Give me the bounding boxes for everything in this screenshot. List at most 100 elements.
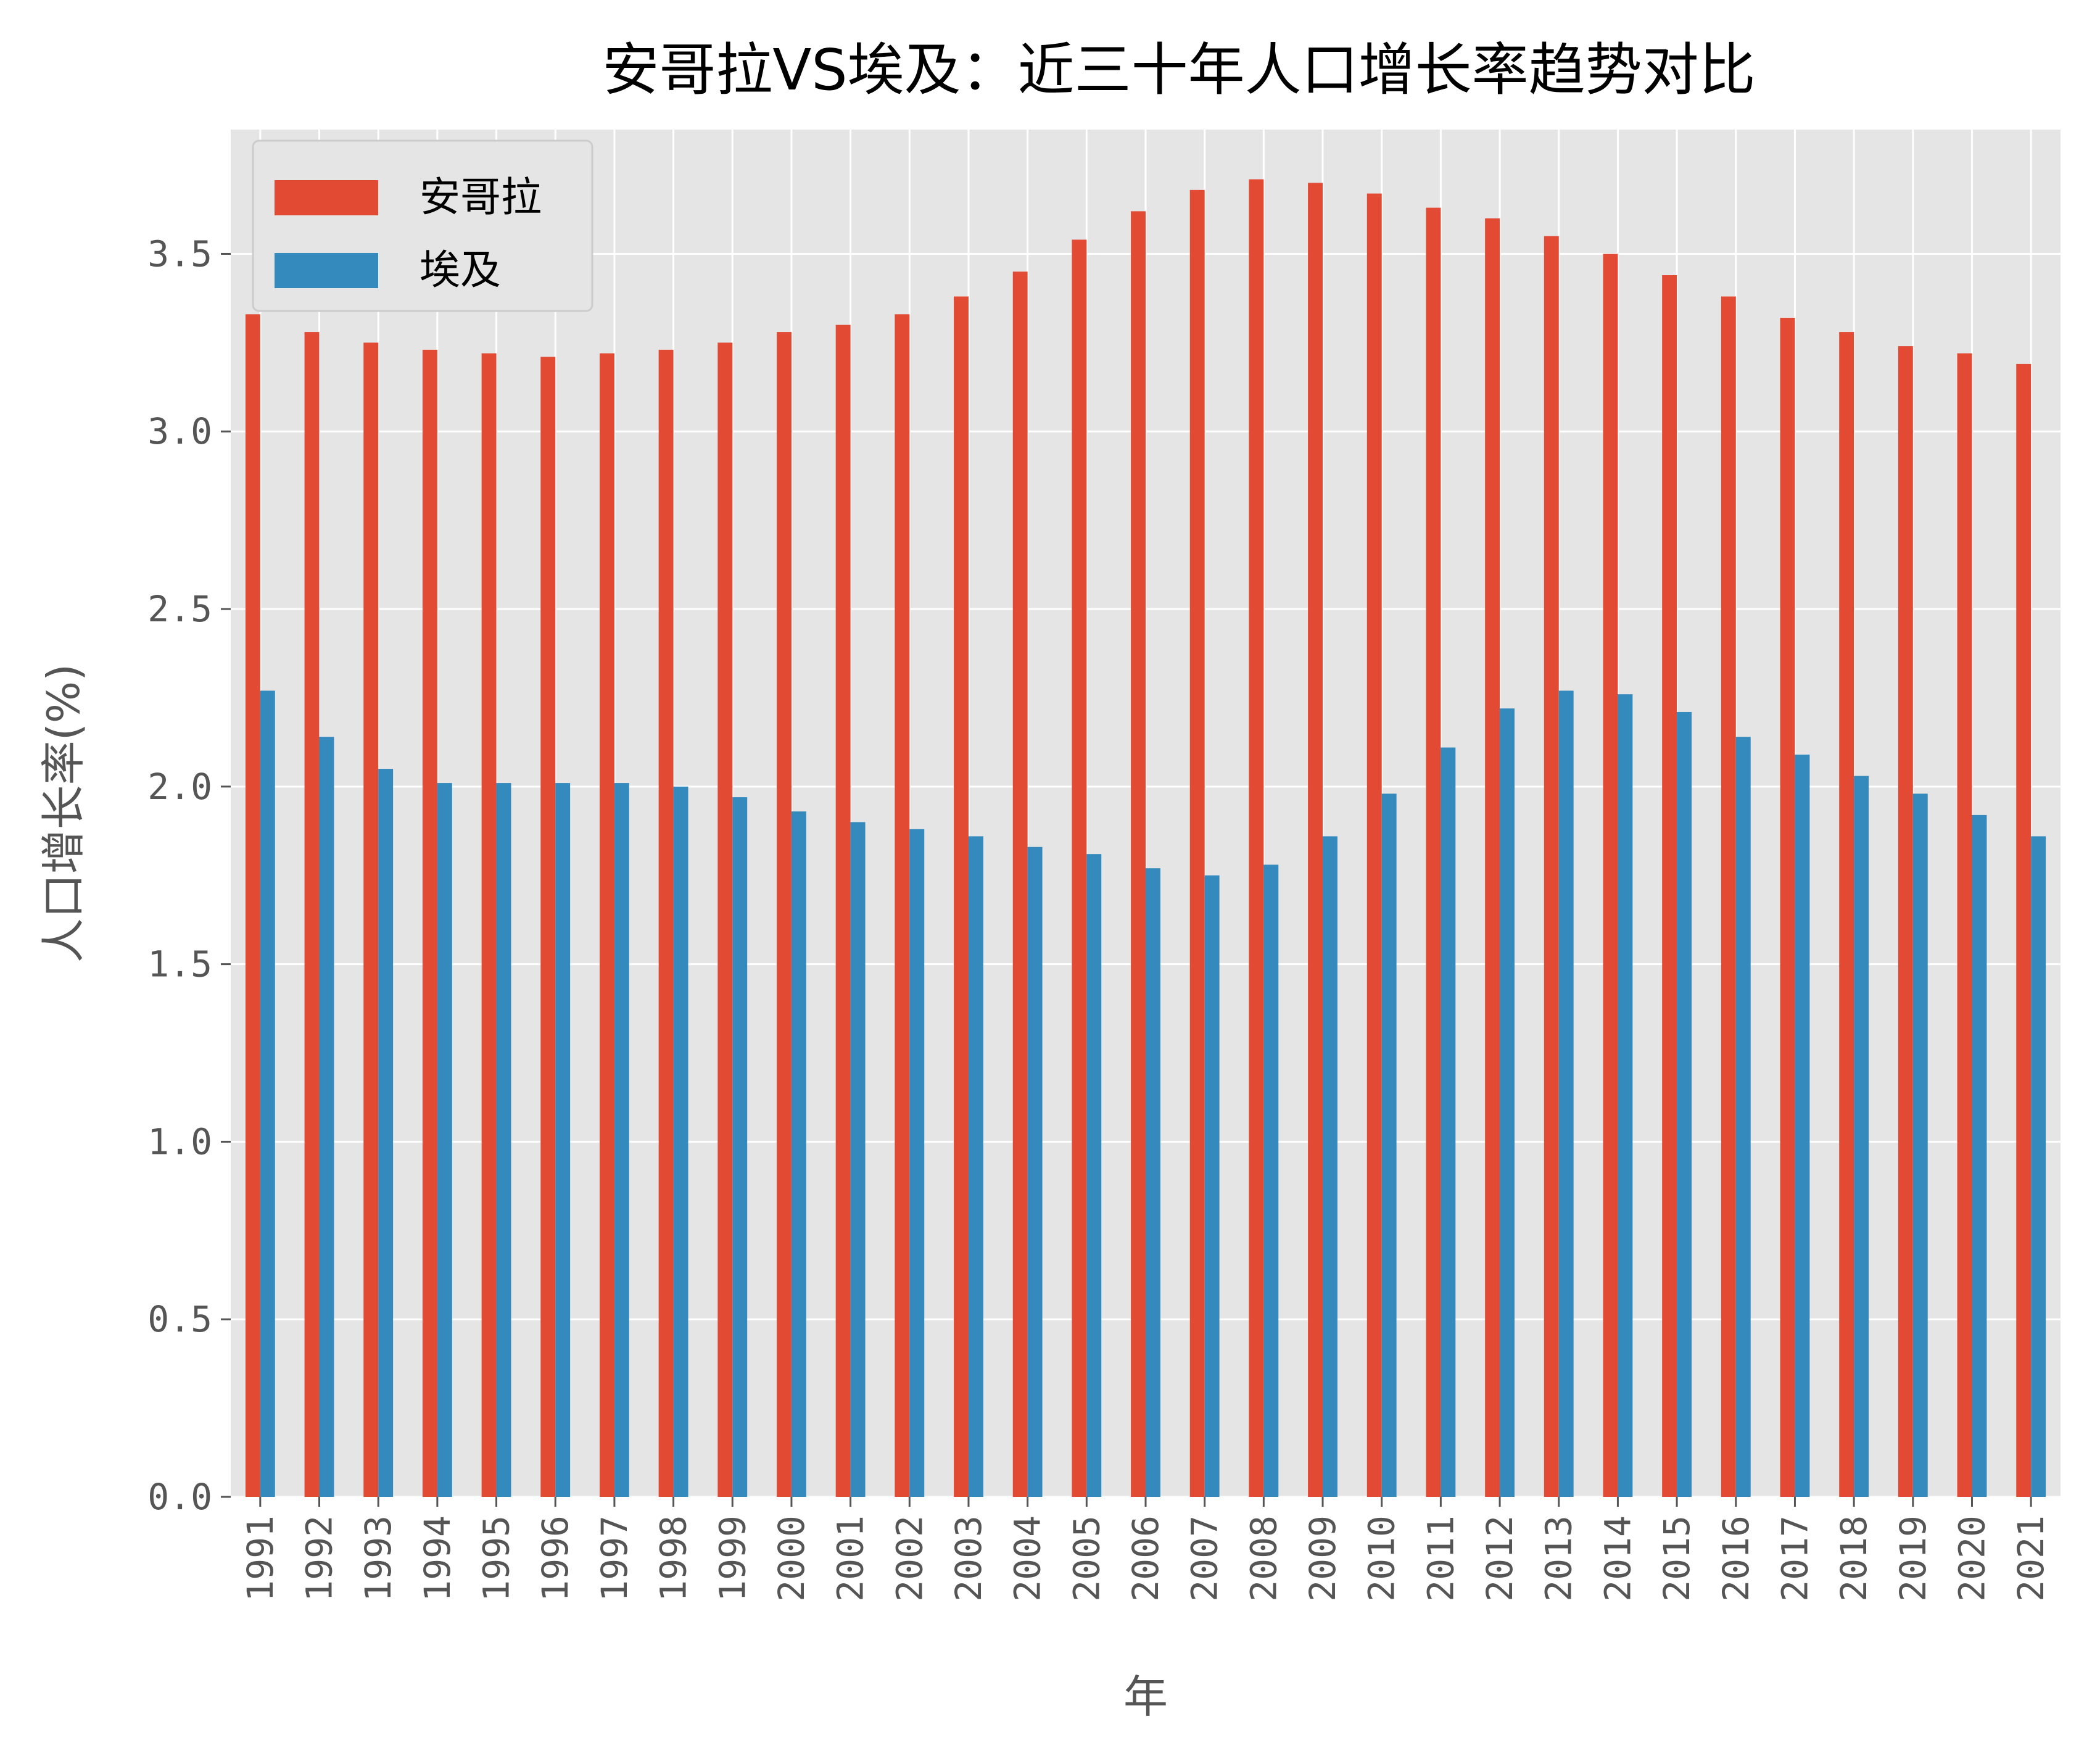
x-tick-label: 2003 (948, 1515, 990, 1602)
bar-angola-2000 (777, 332, 792, 1497)
bar-angola-2009 (1308, 183, 1323, 1497)
x-tick-label: 2013 (1538, 1515, 1580, 1602)
y-tick-label: 0.5 (147, 1298, 212, 1340)
x-tick-label: 1996 (534, 1515, 576, 1602)
bar-egypt-2013 (1558, 690, 1574, 1497)
x-tick-label: 2001 (830, 1515, 872, 1602)
bar-angola-2015 (1662, 275, 1677, 1497)
bar-egypt-2004 (1027, 847, 1043, 1497)
bar-egypt-2011 (1441, 747, 1456, 1497)
x-tick-label: 1995 (476, 1515, 518, 1602)
bar-egypt-2020 (1972, 814, 1987, 1497)
x-tick-label: 2012 (1479, 1515, 1521, 1602)
x-tick-label: 2010 (1361, 1515, 1403, 1602)
x-tick-label: 2015 (1656, 1515, 1698, 1602)
x-tick-label: 1998 (653, 1515, 695, 1602)
bar-angola-2017 (1780, 318, 1795, 1497)
bar-egypt-2008 (1263, 864, 1279, 1497)
x-tick-label: 2019 (1892, 1515, 1934, 1602)
x-axis-label: 年 (1123, 1671, 1168, 1723)
bar-angola-1991 (245, 314, 260, 1497)
x-tick-label: 2011 (1420, 1515, 1461, 1602)
x-tick-label: 2018 (1833, 1515, 1875, 1602)
y-tick-label: 0.0 (147, 1476, 212, 1518)
x-tick-label: 2009 (1302, 1515, 1344, 1602)
x-tick-label: 2005 (1065, 1515, 1107, 1602)
y-axis-label: 人口增长率(%) (38, 664, 89, 963)
bar-egypt-2017 (1795, 755, 1810, 1497)
bar-egypt-2003 (968, 836, 983, 1497)
y-tick-label: 3.0 (147, 410, 212, 452)
bar-angola-2020 (1957, 353, 1972, 1497)
x-tick-label: 2002 (888, 1515, 930, 1602)
x-tick-label: 2014 (1597, 1515, 1639, 1602)
legend-swatch-egypt (275, 253, 378, 288)
bar-angola-1992 (304, 332, 320, 1497)
bar-egypt-2010 (1381, 793, 1397, 1497)
x-tick-label: 1999 (711, 1515, 753, 1602)
bar-angola-2010 (1366, 193, 1382, 1497)
bar-egypt-2000 (791, 811, 806, 1497)
y-tick-label: 2.5 (147, 588, 212, 630)
bars-layer (245, 179, 2046, 1497)
bar-angola-2021 (2016, 363, 2032, 1497)
bar-egypt-2016 (1735, 737, 1751, 1497)
bar-angola-1999 (717, 342, 733, 1497)
bar-angola-1994 (422, 349, 437, 1497)
bar-egypt-1999 (732, 797, 748, 1497)
x-tick-label: 1993 (357, 1515, 399, 1602)
bar-egypt-2005 (1086, 854, 1102, 1497)
x-tick-label: 2007 (1184, 1515, 1226, 1602)
bar-angola-2007 (1189, 189, 1205, 1497)
bar-egypt-2009 (1323, 836, 1337, 1497)
x-tick-label: 2021 (2010, 1515, 2052, 1602)
bar-egypt-1998 (673, 786, 688, 1497)
bar-egypt-2006 (1146, 868, 1160, 1497)
x-ticks: 1991 1992 1993 1994 1995 1996 1997 1998 1999 2000… (239, 1497, 2052, 1602)
bar-angola-2008 (1249, 179, 1264, 1497)
bar-egypt-1996 (555, 783, 571, 1497)
y-ticks: 0.0 0.5 1.0 1.5 2.0 2.5 3.0 3.5 (147, 233, 231, 1518)
legend-swatch-angola (275, 180, 378, 215)
bar-egypt-1993 (378, 769, 394, 1497)
x-tick-label: 2000 (771, 1515, 812, 1602)
bar-angola-2004 (1012, 271, 1028, 1497)
y-tick-label: 3.5 (147, 233, 212, 275)
bar-angola-2006 (1131, 211, 1146, 1497)
y-tick-label: 2.0 (147, 766, 212, 808)
bar-egypt-2018 (1854, 776, 1869, 1497)
chart-title: 安哥拉VS埃及：近三十年人口增长率趋势对比 (602, 37, 1755, 103)
bar-egypt-1997 (614, 783, 629, 1497)
bar-egypt-1991 (260, 690, 275, 1497)
x-tick-label: 2006 (1125, 1515, 1167, 1602)
bar-egypt-2007 (1204, 875, 1220, 1497)
bar-angola-2012 (1485, 218, 1500, 1497)
bar-angola-1997 (599, 353, 614, 1497)
bar-angola-2016 (1721, 296, 1736, 1497)
bar-angola-1995 (481, 353, 497, 1497)
bar-egypt-2021 (2031, 836, 2046, 1497)
y-tick-label: 1.5 (147, 943, 212, 985)
x-tick-label: 1992 (299, 1515, 341, 1602)
x-tick-label: 1997 (593, 1515, 635, 1602)
bar-egypt-2012 (1500, 708, 1515, 1497)
bar-egypt-2015 (1677, 711, 1692, 1497)
x-tick-label: 2016 (1715, 1515, 1757, 1602)
bar-angola-2003 (954, 296, 969, 1497)
bar-egypt-1995 (496, 783, 511, 1497)
x-tick-label: 1994 (416, 1515, 458, 1602)
legend-label-angola: 安哥拉 (420, 173, 542, 221)
bar-angola-2013 (1544, 236, 1559, 1497)
y-tick-label: 1.0 (147, 1120, 212, 1162)
bar-egypt-2014 (1618, 694, 1633, 1497)
bar-angola-1998 (658, 349, 674, 1497)
bar-angola-2005 (1072, 239, 1087, 1497)
bar-egypt-1992 (319, 737, 334, 1497)
bar-angola-2002 (895, 314, 910, 1497)
x-tick-label: 2017 (1774, 1515, 1816, 1602)
bar-angola-2019 (1898, 346, 1913, 1497)
x-tick-label: 1991 (239, 1515, 281, 1602)
bar-egypt-2019 (1912, 793, 1928, 1497)
bar-angola-1993 (363, 342, 379, 1497)
